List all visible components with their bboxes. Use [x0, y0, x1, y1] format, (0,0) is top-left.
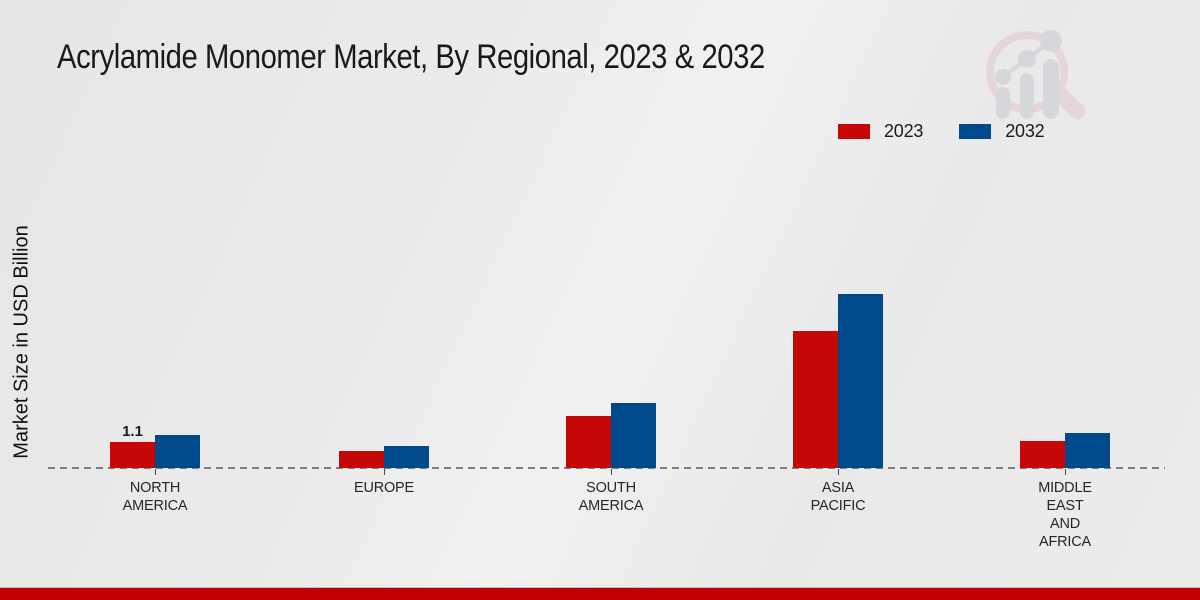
- bar-2032-europe: [384, 446, 429, 468]
- legend-swatch-2023: [838, 124, 870, 139]
- bar-2023-middle-east-and-africa: [1020, 441, 1065, 468]
- bar-2023-asia-pacific: [793, 331, 838, 468]
- axis-tick-middle-east-and-africa: [1065, 469, 1066, 475]
- legend-label-2023: 2023: [884, 121, 924, 141]
- footer-accent-bar: [0, 587, 1200, 600]
- category-label-north-america: NORTH AMERICA: [122, 480, 188, 514]
- data-label-1.1: 1.1: [122, 423, 143, 440]
- legend: 2023 2032: [838, 121, 1045, 142]
- axis-tick-europe: [384, 469, 385, 475]
- category-label-south-america: SOUTH AMERICA: [578, 480, 644, 514]
- bar-2032-asia-pacific: [838, 294, 883, 468]
- legend-label-2032: 2032: [1005, 121, 1045, 141]
- magnifier-chart-logo-icon: [986, 30, 1086, 120]
- legend-item-2032: 2032: [959, 121, 1045, 142]
- category-label-middle-east-and-africa: MIDDLE EAST AND AFRICA: [1038, 480, 1092, 550]
- bar-2023-north-america: [110, 442, 155, 468]
- bar-2023-europe: [339, 451, 384, 468]
- bar-2023-south-america: [566, 416, 611, 468]
- axis-tick-asia-pacific: [838, 469, 839, 475]
- market-research-future-logo: [985, 25, 1115, 140]
- bar-2032-south-america: [611, 403, 656, 468]
- category-label-europe: EUROPE: [353, 480, 415, 496]
- axis-tick-north-america: [155, 469, 156, 475]
- category-label-asia-pacific: ASIA PACIFIC: [810, 480, 866, 514]
- bar-2032-middle-east-and-africa: [1065, 433, 1110, 468]
- chart-title: Acrylamide Monomer Market, By Regional, …: [57, 38, 765, 76]
- legend-swatch-2032: [959, 124, 992, 139]
- bar-2032-north-america: [155, 435, 200, 468]
- axis-tick-south-america: [611, 469, 612, 475]
- x-axis-baseline: [48, 467, 1165, 469]
- legend-item-2023: 2023: [838, 121, 923, 142]
